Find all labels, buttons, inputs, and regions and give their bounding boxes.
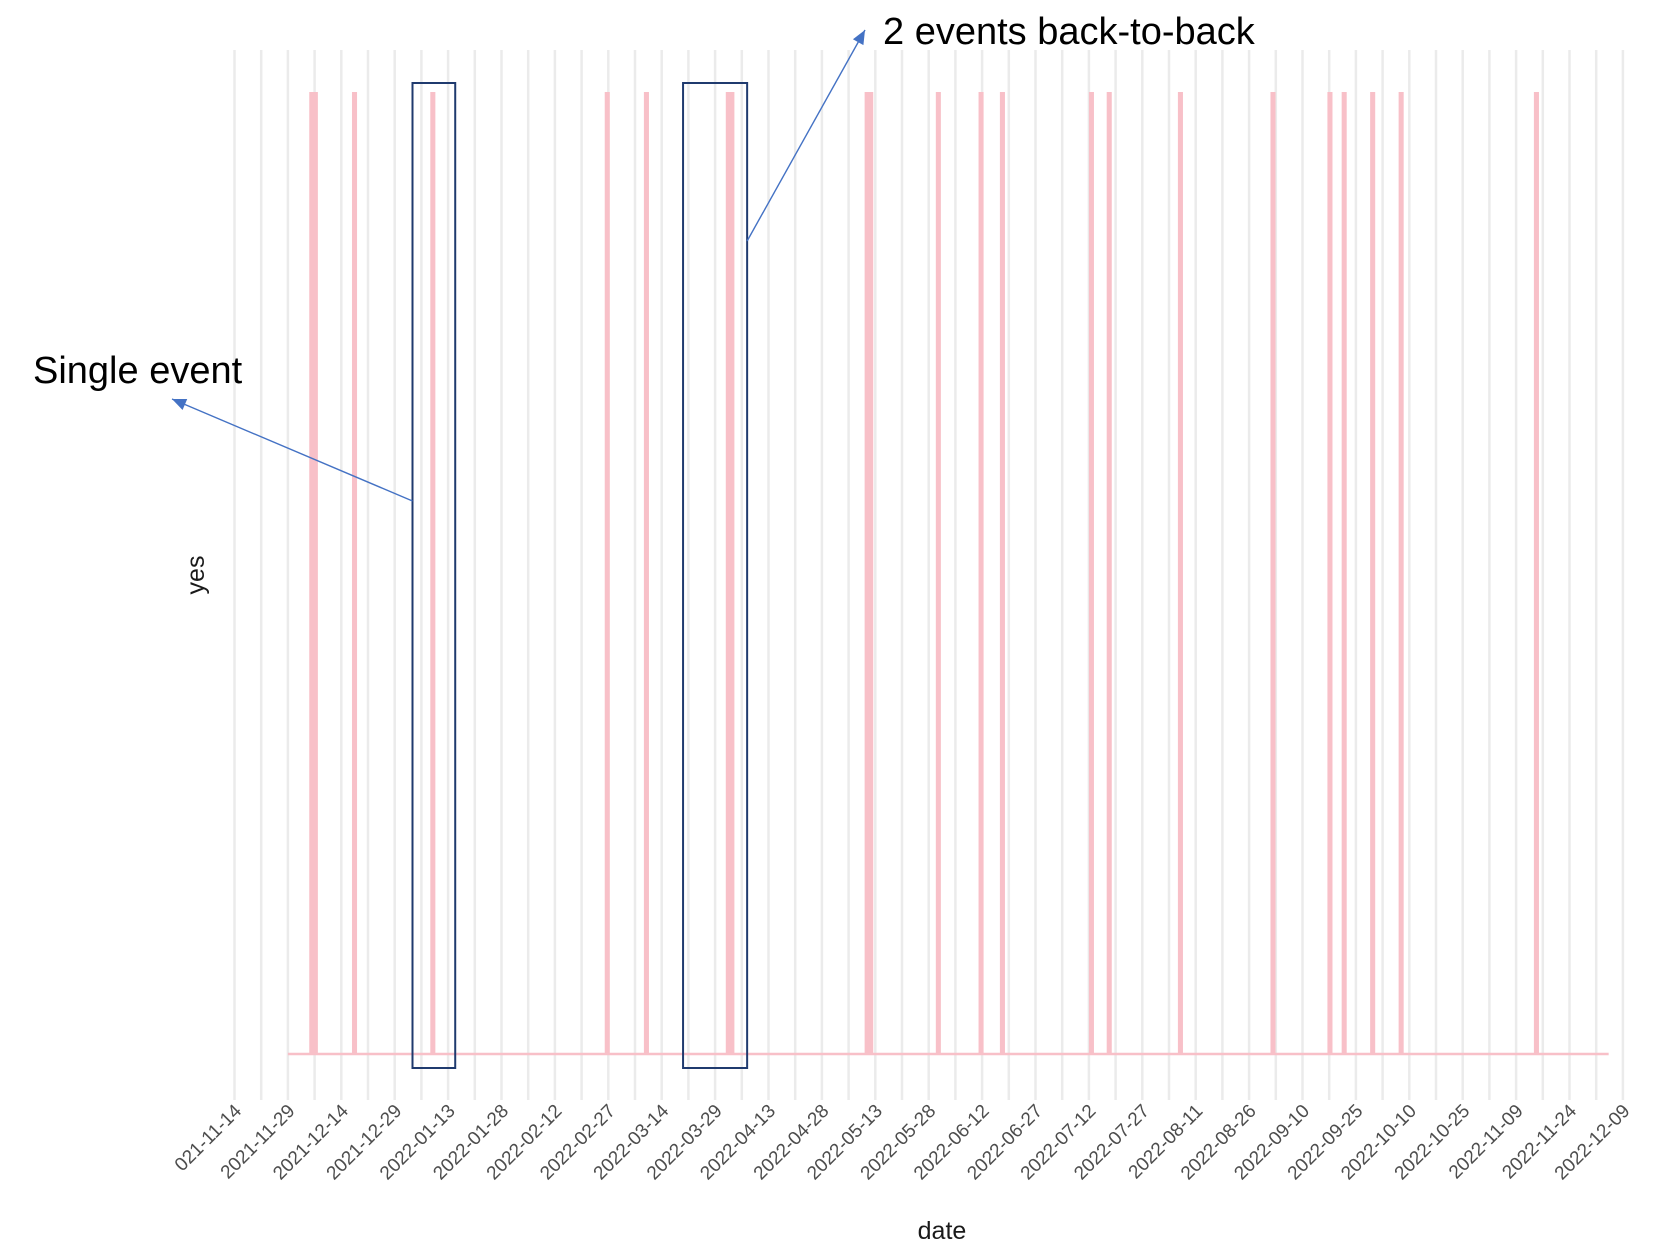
back-to-back-arrow-line: [746, 29, 866, 242]
event-bar: [1106, 92, 1112, 1055]
y-axis-title: yes: [182, 556, 210, 595]
event-bar: [978, 92, 984, 1055]
event-bar: [1533, 92, 1539, 1055]
event-bar: [1327, 92, 1333, 1055]
event-bar: [309, 92, 315, 1055]
event-bar: [1341, 92, 1347, 1055]
single-event-arrow-head: [172, 398, 188, 410]
event-bar: [643, 92, 649, 1055]
event-bar: [1398, 92, 1404, 1055]
x-axis-title: date: [918, 1217, 967, 1245]
event-bars: [309, 92, 1539, 1055]
x-tick-labels: 021-11-142021-11-292021-12-142021-12-292…: [171, 1100, 1635, 1184]
back-to-back-arrow-head: [852, 30, 865, 46]
event-bar: [999, 92, 1005, 1055]
event-bar: [935, 92, 941, 1055]
event-bar: [1177, 92, 1183, 1055]
event-bar: [1370, 92, 1376, 1055]
grid-lines: [233, 50, 1625, 1100]
event-bar: [725, 92, 735, 1055]
event-bar: [1088, 92, 1094, 1055]
single-event-arrow-line: [171, 398, 413, 502]
event-bar: [312, 92, 318, 1055]
event-bar: [604, 92, 610, 1055]
event-bar: [351, 92, 358, 1055]
highlight-annotations: [171, 29, 866, 1069]
highlight-box: [682, 82, 749, 1069]
single-event-annotation: Single event: [33, 350, 243, 392]
event-bar: [864, 92, 874, 1055]
highlight-box: [411, 82, 457, 1069]
event-bar: [1270, 92, 1276, 1055]
event-bar: [430, 92, 436, 1055]
back-to-back-annotation: 2 events back-to-back: [883, 11, 1256, 53]
